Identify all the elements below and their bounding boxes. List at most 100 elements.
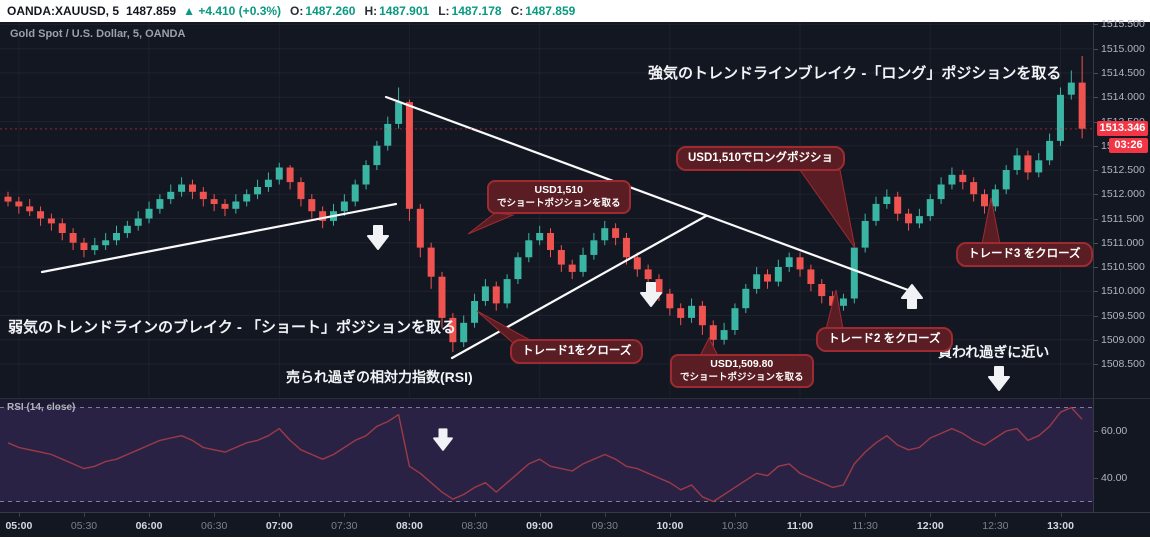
candle-body [872, 203, 880, 221]
candle-body [590, 240, 598, 255]
candle-body [1002, 170, 1010, 190]
time-axis-label: 11:30 [852, 520, 878, 532]
callout-close-trade-1[interactable]: トレード1をクローズ [510, 339, 644, 364]
time-axis-label: 11:00 [786, 520, 814, 532]
callout-short-entry-1509-80[interactable]: USD1,509.80 でショートポジションを取る [670, 354, 814, 388]
annotation-bullish-break: 強気のトレンドラインブレイク -「ロング」ポジションを取る [648, 65, 1062, 82]
candle-body [58, 223, 66, 233]
candle-body [839, 298, 847, 306]
candle-body [633, 257, 641, 270]
candles[interactable] [4, 56, 1086, 352]
trendline[interactable] [384, 95, 910, 292]
down-arrow-icon[interactable] [988, 366, 1010, 391]
current-price-badge: 1513.346 [1097, 120, 1148, 136]
high-value: H: 1487.901 [364, 4, 430, 18]
candle-body [1067, 82, 1075, 95]
candle-body [156, 199, 164, 209]
down-arrow-icon[interactable] [367, 225, 389, 250]
trendlines[interactable] [0, 95, 1093, 360]
candle-body [774, 267, 782, 282]
close-value: C: 1487.859 [510, 4, 576, 18]
up-arrow-icon[interactable] [901, 284, 923, 309]
price-axis-label: 1514.000 [1094, 91, 1145, 104]
callout-price: USD1,510 [534, 184, 583, 196]
time-axis-label: 05:30 [70, 520, 98, 532]
candle-body [568, 264, 576, 272]
candle-body [894, 196, 902, 214]
price-axis-label: 1511.500 [1093, 212, 1145, 225]
candle-body [1046, 140, 1054, 161]
candle-body [145, 208, 153, 219]
arrow-markers[interactable] [367, 225, 1010, 391]
rsi-band [0, 407, 1093, 502]
time-axis-label: 10:00 [656, 520, 684, 532]
time-tick [18, 513, 20, 517]
price-axis-label: 1509.000 [1094, 333, 1145, 346]
time-axis-label: 10:30 [721, 520, 749, 532]
open-value: O: 1487.260 [290, 4, 356, 18]
rsi-axis-label: 60.00 [1093, 425, 1128, 437]
time-axis-label: 13:00 [1047, 520, 1074, 532]
time-tick [409, 513, 411, 517]
candle-body [915, 216, 923, 224]
time-tick [734, 513, 736, 517]
callout-long-entry-1510[interactable]: USD1,510でロングポジショ [676, 146, 846, 171]
candle-body [91, 245, 99, 251]
candle-body [937, 184, 945, 200]
callout-tail [799, 169, 856, 249]
low-value: L: 1487.178 [438, 4, 502, 18]
up-triangle-icon: ▲ [183, 4, 195, 18]
time-axis[interactable]: 05:00 05:30 06:00 06:30 07:00 07:30 08:00 08:30… [0, 512, 1150, 537]
down-arrow-icon[interactable] [640, 282, 662, 307]
candle-body [764, 274, 771, 282]
candle-body [525, 240, 533, 258]
time-tick [344, 513, 346, 517]
candle-body [362, 165, 370, 185]
candle-body [232, 201, 240, 209]
down-arrow-icon[interactable] [433, 428, 453, 451]
chart-title[interactable]: Gold Spot / U.S. Dollar, 5, OANDA [10, 28, 186, 40]
callout-close-trade-3[interactable]: トレード3 をクローズ [956, 242, 1093, 267]
candle-body [677, 308, 685, 318]
candle-body [351, 184, 359, 202]
candle-body [395, 102, 403, 124]
price-pane[interactable]: Gold Spot / U.S. Dollar, 5, OANDA 強気のトレン… [0, 22, 1093, 398]
candle-body [113, 233, 120, 241]
rsi-chart-canvas[interactable] [0, 399, 1093, 512]
annotation-near-overbought: 買われ過ぎに近い [938, 344, 1050, 360]
callout-close-trade-2[interactable]: トレード2 をクローズ [816, 327, 953, 352]
time-axis-label: 12:30 [982, 520, 1009, 532]
trendline[interactable] [40, 202, 398, 274]
candle-body [644, 269, 652, 280]
rsi-indicator-label[interactable]: RSI (14, close) [7, 402, 76, 413]
callout-short-entry-1510[interactable]: USD1,510 でショートポジションを取る [487, 180, 631, 214]
candle-body [449, 317, 457, 343]
time-tick [930, 513, 932, 517]
candle-body [384, 123, 392, 146]
candle-body [254, 187, 262, 195]
candle-body [926, 199, 934, 217]
time-axis-label: 09:30 [591, 520, 618, 532]
time-tick [84, 513, 85, 517]
rsi-line[interactable] [7, 406, 1083, 503]
annotation-bearish-break: 弱気のトレンドラインのブレイク - 「ショート」ポジションを取る [8, 319, 457, 336]
callout-tail [467, 212, 515, 235]
time-axis-label: 09:00 [526, 520, 554, 532]
price-axis-label: 1515.500 [1094, 18, 1145, 31]
candle-body [37, 211, 45, 219]
symbol-title[interactable]: OANDA:XAUUSD, 5 [7, 4, 120, 18]
time-tick [669, 513, 671, 517]
candle-body [416, 208, 424, 248]
rsi-pane[interactable]: RSI (14, close) [0, 398, 1093, 512]
candle-body [612, 228, 620, 238]
candle-body [199, 191, 207, 200]
rsi-value-axis[interactable]: 60.00 40.00 [1093, 398, 1150, 512]
price-axis[interactable]: 1515.5001515.0001514.5001514.0001513.500… [1093, 18, 1150, 398]
time-tick [1060, 513, 1062, 517]
candle-body [481, 286, 489, 301]
trendline[interactable] [450, 214, 708, 360]
candle-body [460, 322, 468, 343]
candle-body [264, 179, 272, 187]
candle-body [785, 257, 793, 267]
